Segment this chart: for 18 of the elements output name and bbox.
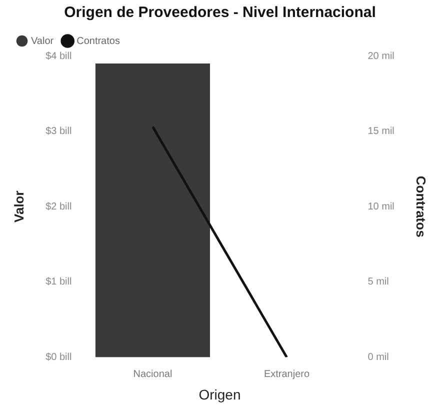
chart-title: Origen de Proveedores - Nivel Internacional: [64, 4, 376, 22]
y2-tick-label: 5 mil: [368, 276, 389, 288]
legend-label: Contratos: [76, 36, 120, 47]
y-tick-label: $1 bill: [46, 276, 72, 288]
y2-tick-label: 20 mil: [368, 50, 394, 62]
y2-tick-label: 15 mil: [368, 126, 394, 138]
y2-axis-title: Contratos: [414, 176, 429, 238]
y-tick-label: $2 bill: [46, 201, 72, 212]
x-tick-label: Nacional: [133, 368, 172, 380]
y-tick-label: $4 bill: [46, 50, 72, 62]
y2-tick-label: 0 mil: [368, 352, 389, 363]
y-axis-title: Valor: [11, 190, 26, 222]
legend-label: Valor: [31, 36, 54, 47]
y-tick-label: $3 bill: [46, 126, 72, 138]
y-tick-label: $0 bill: [46, 352, 72, 363]
x-tick-label: Extranjero: [264, 368, 310, 380]
y2-tick-label: 10 mil: [368, 201, 394, 212]
x-axis-title: Origen: [198, 386, 241, 402]
